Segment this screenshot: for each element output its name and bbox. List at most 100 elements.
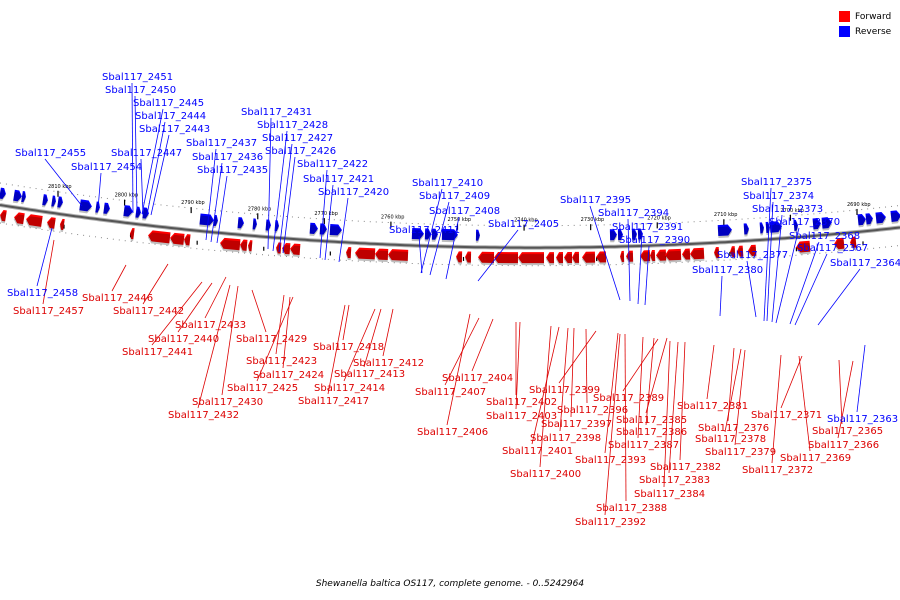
- reverse-gene-label[interactable]: Sbal117_2367: [797, 243, 868, 254]
- forward-gene[interactable]: [387, 249, 409, 263]
- gene-arrow[interactable]: [748, 244, 757, 257]
- reverse-gene[interactable]: [475, 229, 480, 243]
- forward-gene-label[interactable]: Sbal117_2372: [742, 465, 813, 476]
- forward-gene-label[interactable]: Sbal117_2379: [705, 447, 776, 458]
- gene-arrow[interactable]: [812, 218, 822, 230]
- forward-gene[interactable]: [690, 247, 705, 262]
- forward-gene[interactable]: [354, 247, 376, 262]
- forward-gene-label[interactable]: Sbal117_2418: [313, 342, 384, 353]
- forward-gene-label[interactable]: Sbal117_2381: [677, 401, 748, 412]
- gene-arrow[interactable]: [572, 251, 580, 263]
- reverse-gene[interactable]: [609, 229, 618, 243]
- reverse-gene-label[interactable]: Sbal117_2444: [135, 111, 206, 122]
- reverse-gene[interactable]: [865, 213, 874, 227]
- forward-gene[interactable]: [748, 244, 757, 259]
- reverse-gene[interactable]: [309, 222, 319, 236]
- gene-arrow[interactable]: [717, 224, 733, 237]
- gene-arrow[interactable]: [13, 212, 25, 225]
- gene-arrow[interactable]: [252, 218, 258, 230]
- forward-gene-label[interactable]: Sbal117_2407: [415, 387, 486, 398]
- forward-gene[interactable]: [239, 239, 248, 253]
- reverse-gene-label[interactable]: Sbal117_2394: [598, 208, 669, 219]
- forward-gene[interactable]: [464, 251, 472, 265]
- gene-arrow[interactable]: [240, 239, 248, 251]
- gene-arrow[interactable]: [431, 228, 438, 240]
- forward-gene[interactable]: [849, 236, 857, 251]
- forward-gene[interactable]: [650, 249, 656, 264]
- gene-arrow[interactable]: [220, 237, 241, 251]
- reverse-gene[interactable]: [890, 210, 900, 224]
- reverse-gene[interactable]: [821, 217, 833, 231]
- reverse-gene-label[interactable]: Sbal117_2409: [419, 191, 490, 202]
- forward-gene[interactable]: [374, 248, 389, 262]
- forward-gene[interactable]: [517, 252, 545, 266]
- gene-features[interactable]: [0, 187, 900, 266]
- reverse-gene[interactable]: [142, 207, 149, 221]
- reverse-gene[interactable]: [123, 205, 134, 219]
- forward-gene-label[interactable]: Sbal117_2441: [122, 347, 193, 358]
- reverse-gene[interactable]: [12, 189, 23, 204]
- gene-arrow[interactable]: [478, 251, 495, 263]
- forward-gene-label[interactable]: Sbal117_2412: [353, 358, 424, 369]
- reverse-gene-label[interactable]: Sbal117_2447: [111, 148, 182, 159]
- reverse-gene[interactable]: [617, 229, 624, 243]
- reverse-gene[interactable]: [769, 221, 783, 235]
- forward-gene[interactable]: [582, 251, 596, 265]
- reverse-gene-label[interactable]: Sbal117_2445: [133, 98, 204, 109]
- gene-arrow[interactable]: [834, 237, 845, 250]
- forward-gene-label[interactable]: Sbal117_2430: [192, 397, 263, 408]
- reverse-gene-label[interactable]: Sbal117_2436: [192, 152, 263, 163]
- forward-gene-label[interactable]: Sbal117_2369: [780, 453, 851, 464]
- forward-gene-label[interactable]: Sbal117_2385: [616, 415, 687, 426]
- forward-gene-label[interactable]: Sbal117_2387: [608, 440, 679, 451]
- forward-gene-label[interactable]: Sbal117_2371: [751, 410, 822, 421]
- reverse-gene-label[interactable]: Sbal117_2364: [830, 258, 900, 269]
- gene-arrow[interactable]: [793, 219, 799, 231]
- forward-gene[interactable]: [129, 228, 135, 242]
- forward-gene-label[interactable]: Sbal117_2413: [334, 369, 405, 380]
- reverse-gene[interactable]: [411, 227, 424, 242]
- reverse-gene[interactable]: [50, 195, 57, 209]
- reverse-gene-label[interactable]: Sbal117_2451: [102, 72, 173, 83]
- forward-gene-label[interactable]: Sbal117_2406: [417, 427, 488, 438]
- gene-arrow[interactable]: [79, 199, 92, 212]
- gene-arrow[interactable]: [95, 201, 100, 213]
- reverse-gene[interactable]: [875, 211, 887, 226]
- forward-gene[interactable]: [626, 250, 634, 264]
- forward-gene[interactable]: [656, 249, 667, 263]
- reverse-gene-label[interactable]: Sbal117_2427: [262, 133, 333, 144]
- gene-arrow[interactable]: [309, 222, 319, 235]
- gene-arrow[interactable]: [518, 252, 545, 264]
- forward-gene-label[interactable]: Sbal117_2400: [510, 469, 581, 480]
- forward-gene[interactable]: [345, 247, 352, 261]
- forward-gene[interactable]: [730, 246, 736, 260]
- gene-arrow[interactable]: [21, 191, 27, 203]
- forward-gene-label[interactable]: Sbal117_2386: [616, 427, 687, 438]
- forward-gene[interactable]: [275, 242, 282, 256]
- gene-arrow[interactable]: [142, 207, 149, 219]
- reverse-gene-label[interactable]: Sbal117_2405: [488, 219, 559, 230]
- reverse-gene[interactable]: [717, 224, 733, 239]
- gene-arrow[interactable]: [730, 246, 736, 258]
- forward-gene[interactable]: [59, 218, 65, 233]
- reverse-gene[interactable]: [56, 196, 64, 210]
- gene-arrow[interactable]: [57, 196, 63, 208]
- forward-gene-label[interactable]: Sbal117_2399: [529, 385, 600, 396]
- gene-arrow[interactable]: [582, 251, 596, 263]
- gene-arrow[interactable]: [424, 228, 431, 240]
- gene-arrow[interactable]: [656, 249, 667, 261]
- gene-arrow[interactable]: [123, 205, 133, 217]
- gene-arrow[interactable]: [290, 243, 301, 255]
- reverse-gene-label[interactable]: Sbal117_2443: [139, 124, 210, 135]
- gene-arrow[interactable]: [346, 247, 352, 259]
- forward-gene-label[interactable]: Sbal117_2425: [227, 383, 298, 394]
- reverse-gene-label[interactable]: Sbal117_2374: [743, 191, 814, 202]
- gene-arrow[interactable]: [103, 202, 110, 215]
- reverse-gene-label[interactable]: Sbal117_2422: [297, 159, 368, 170]
- gene-arrow[interactable]: [769, 221, 783, 233]
- reverse-gene-label[interactable]: Sbal117_2431: [241, 107, 312, 118]
- reverse-gene-label[interactable]: Sbal117_2395: [560, 195, 631, 206]
- forward-gene[interactable]: [556, 252, 564, 266]
- forward-gene[interactable]: [219, 237, 241, 253]
- gene-labels[interactable]: Sbal117_2451 Sbal117_2450 Sbal117_2445 Sbal…: [7, 72, 900, 528]
